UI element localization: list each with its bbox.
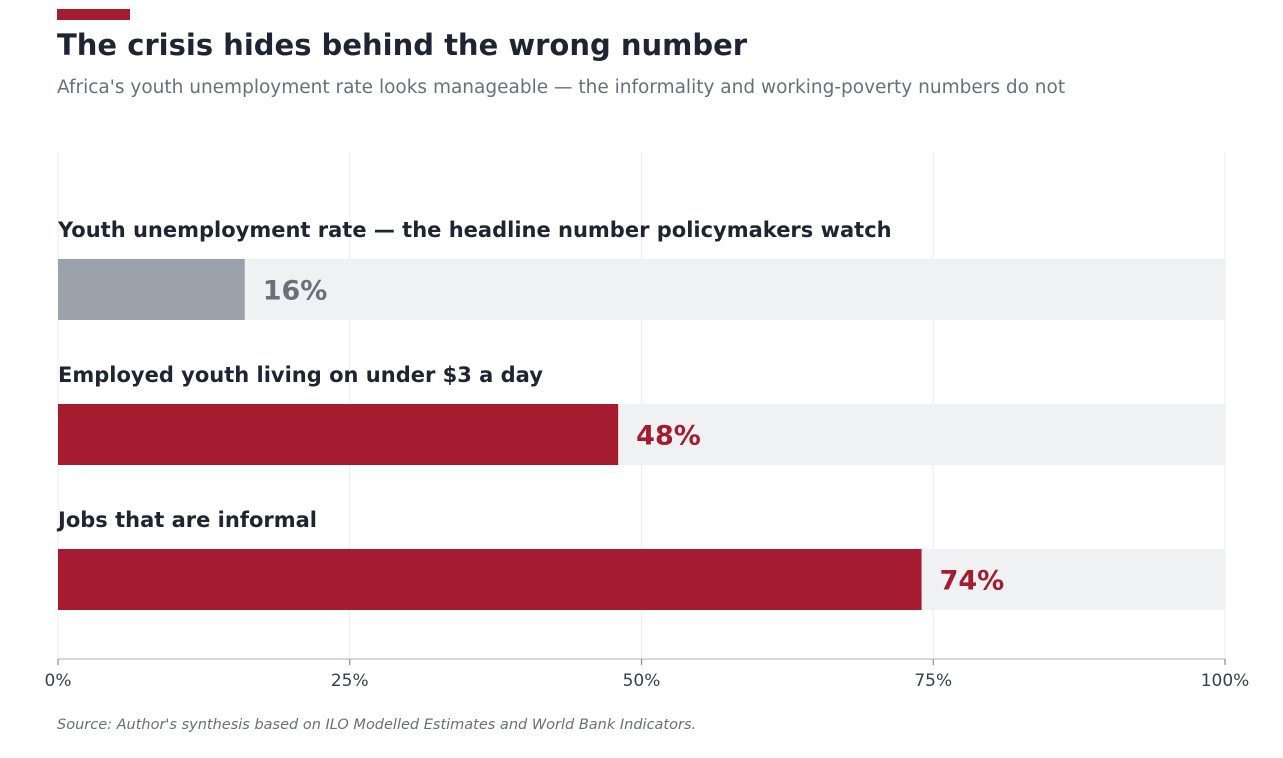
data-label: 48%	[636, 421, 701, 452]
chart-title: The crisis hides behind the wrong number	[57, 28, 748, 62]
bar-track	[58, 259, 1225, 320]
x-tick-label: 50%	[623, 671, 661, 691]
category-label: Jobs that are informal	[56, 508, 317, 532]
x-tick-label: 25%	[331, 671, 369, 691]
source-note: Source: Author's synthesis based on ILO …	[57, 717, 697, 733]
data-label: 16%	[263, 276, 328, 307]
data-label: 74%	[940, 566, 1005, 597]
title-accent-bar	[57, 9, 130, 20]
bar	[58, 404, 619, 465]
bar	[58, 259, 245, 320]
category-label: Youth unemployment rate — the headline n…	[57, 218, 892, 242]
x-tick-label: 100%	[1201, 671, 1250, 691]
bar	[58, 549, 922, 610]
x-tick-label: 0%	[45, 671, 72, 691]
chart-subtitle: Africa's youth unemployment rate looks m…	[57, 77, 1066, 98]
category-label: Employed youth living on under $3 a day	[58, 363, 543, 387]
x-tick-label: 75%	[914, 671, 952, 691]
